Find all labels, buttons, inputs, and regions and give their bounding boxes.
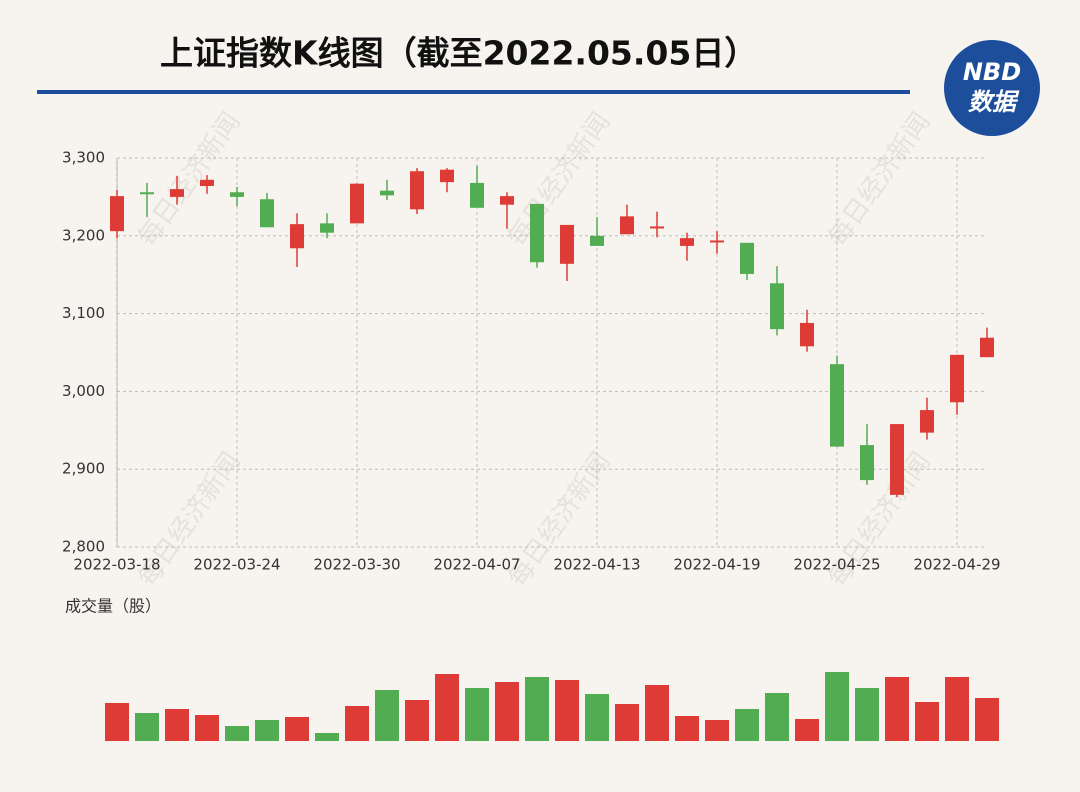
volume-bar — [315, 733, 339, 741]
volume-bar — [825, 672, 849, 741]
x-tick-label: 2022-04-13 — [553, 556, 640, 574]
volume-bar — [615, 704, 639, 741]
volume-bar — [225, 726, 249, 741]
x-tick-label: 2022-03-30 — [313, 556, 400, 574]
volume-bar — [405, 700, 429, 741]
candle-body — [470, 182, 484, 208]
volume-bar — [915, 702, 939, 741]
candle-body — [830, 364, 844, 447]
volume-bar — [945, 677, 969, 741]
y-tick-label: 3,000 — [62, 382, 105, 400]
candle-body — [440, 169, 454, 183]
candle-body — [410, 171, 424, 210]
candle-body — [890, 424, 904, 495]
x-tick-label: 2022-04-19 — [673, 556, 760, 574]
volume-bar — [885, 677, 909, 741]
candle-body — [800, 322, 814, 347]
candle-body — [980, 337, 994, 358]
volume-bar — [645, 685, 669, 741]
x-tick-label: 2022-04-29 — [913, 556, 1000, 574]
volume-bar — [135, 713, 159, 741]
candle-body — [530, 203, 544, 263]
volume-bar — [465, 688, 489, 741]
volume-bar — [855, 688, 879, 741]
candle-body — [500, 196, 514, 205]
y-tick-label: 3,100 — [62, 304, 105, 322]
x-tick-label: 2022-03-24 — [193, 556, 280, 574]
candle-body — [290, 224, 304, 249]
volume-bar — [105, 703, 129, 741]
candle-body — [860, 445, 874, 481]
candle-body — [710, 240, 724, 243]
title-rule — [37, 90, 910, 94]
chart-title: 上证指数K线图（截至2022.05.05日） — [160, 34, 757, 73]
logo-text: NBD — [963, 58, 1021, 86]
x-tick-label: 2022-03-18 — [73, 556, 160, 574]
candle-body — [590, 235, 604, 246]
logo — [944, 40, 1040, 136]
candle-body — [950, 354, 964, 403]
candle-body — [380, 190, 394, 196]
y-tick-label: 2,800 — [62, 538, 105, 556]
y-tick-label: 3,300 — [62, 149, 105, 167]
candle-body — [560, 224, 574, 264]
volume-bar — [165, 709, 189, 741]
volume-bar — [195, 715, 219, 741]
volume-bar — [435, 674, 459, 741]
candle-body — [110, 196, 124, 232]
candle-body — [200, 179, 214, 187]
volume-bar — [525, 677, 549, 741]
candle-body — [680, 238, 694, 246]
candle-body — [650, 226, 664, 229]
candle-body — [920, 410, 934, 433]
volume-bar — [345, 706, 369, 741]
candle-body — [620, 216, 634, 235]
volume-bar — [555, 680, 579, 741]
y-tick-label: 2,900 — [62, 460, 105, 478]
candle-body — [770, 283, 784, 330]
volume-bar — [795, 719, 819, 741]
x-tick-label: 2022-04-07 — [433, 556, 520, 574]
volume-bar — [675, 716, 699, 741]
volume-bar — [255, 720, 279, 741]
candle-body — [740, 242, 754, 274]
x-tick-label: 2022-04-25 — [793, 556, 880, 574]
volume-bar — [975, 698, 999, 741]
candle-body — [350, 183, 364, 224]
volume-bar — [705, 720, 729, 741]
logo-text: 数据 — [968, 88, 1020, 116]
volume-bar — [765, 693, 789, 741]
candle-body — [320, 223, 334, 233]
volume-bar — [495, 682, 519, 741]
candle-body — [230, 192, 244, 197]
volume-bar — [585, 694, 609, 741]
volume-bar — [735, 709, 759, 741]
candle-body — [170, 189, 184, 197]
y-tick-label: 3,200 — [62, 226, 105, 244]
volume-bar — [285, 717, 309, 741]
candle-body — [260, 199, 274, 228]
candle-body — [140, 192, 154, 195]
volume-bar — [375, 690, 399, 741]
volume-label: 成交量（股） — [65, 597, 161, 616]
